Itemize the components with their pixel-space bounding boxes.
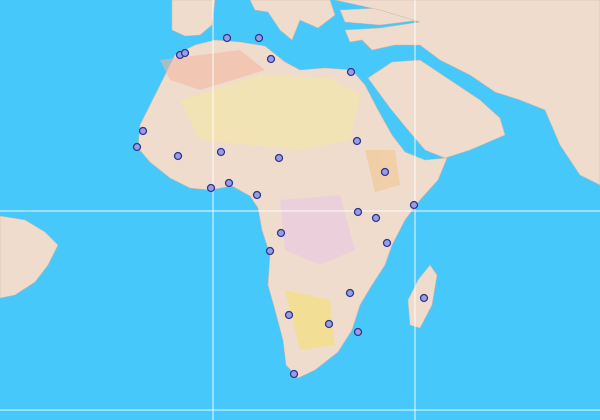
marker[interactable] <box>265 246 275 256</box>
region-tint <box>280 195 355 265</box>
marker[interactable] <box>252 190 262 200</box>
marker[interactable] <box>224 178 234 188</box>
marker[interactable] <box>419 293 429 303</box>
marker[interactable] <box>254 33 264 43</box>
marker[interactable] <box>289 369 299 379</box>
marker[interactable] <box>345 288 355 298</box>
marker[interactable] <box>138 126 148 136</box>
marker[interactable] <box>353 207 363 217</box>
asia <box>334 0 600 186</box>
marker[interactable] <box>284 310 294 320</box>
marker[interactable] <box>132 142 142 152</box>
marker[interactable] <box>274 153 284 163</box>
marker[interactable] <box>409 200 419 210</box>
marker[interactable] <box>346 67 356 77</box>
marker[interactable] <box>216 147 226 157</box>
marker[interactable] <box>353 327 363 337</box>
marker[interactable] <box>380 167 390 177</box>
marker[interactable] <box>173 151 183 161</box>
south-america <box>0 215 59 299</box>
region-tint <box>180 75 360 150</box>
marker[interactable] <box>180 48 190 58</box>
marker[interactable] <box>276 228 286 238</box>
arabia <box>367 59 506 159</box>
markers <box>132 33 429 379</box>
marker[interactable] <box>206 183 216 193</box>
marker[interactable] <box>352 136 362 146</box>
region-tint <box>285 290 335 350</box>
marker[interactable] <box>382 238 392 248</box>
marker[interactable] <box>266 54 276 64</box>
marker[interactable] <box>324 319 334 329</box>
marker[interactable] <box>371 213 381 223</box>
marker[interactable] <box>222 33 232 43</box>
